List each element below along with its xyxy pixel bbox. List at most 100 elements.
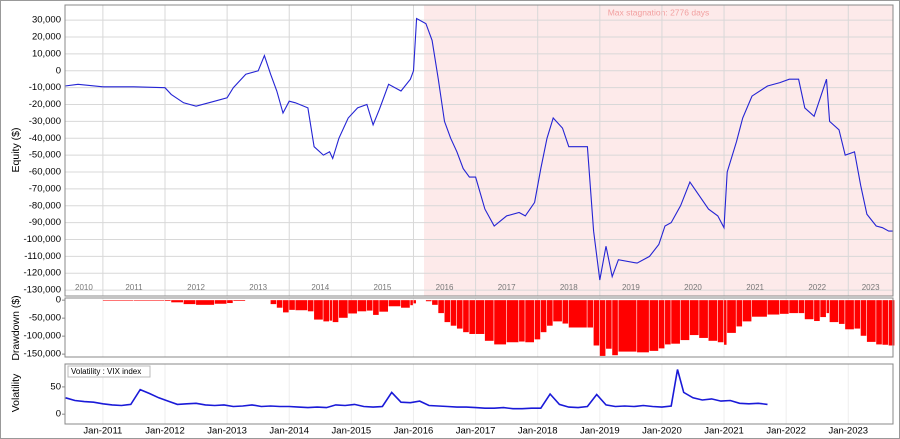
legend-box <box>67 365 151 378</box>
panel-frame <box>64 297 894 358</box>
drawdown-bar <box>727 300 736 333</box>
drawdown-bar <box>751 300 767 317</box>
drawdown-bar <box>233 300 246 301</box>
drawdown-bar <box>742 300 752 322</box>
y-tick-label: -20,000 <box>29 99 61 110</box>
drawdown-bar <box>379 300 389 312</box>
drawdown-bar <box>214 300 227 304</box>
drawdown-bar <box>893 300 895 346</box>
drawdown-bar <box>593 300 600 346</box>
legend-label: Volatility : VIX index <box>71 367 141 376</box>
drawdown-bar <box>307 300 314 312</box>
year-label: 2020 <box>684 283 702 292</box>
drawdown-bar <box>820 300 826 318</box>
x-tick-label: Jan-2011 <box>83 426 122 437</box>
drawdown-bar <box>587 300 594 328</box>
data-line <box>65 369 768 410</box>
drawdown-bar <box>829 300 839 323</box>
drawdown-bar <box>295 300 308 311</box>
drawdown-bar <box>717 300 724 343</box>
year-label: 2015 <box>374 283 392 292</box>
y-tick-label: -80,000 <box>29 200 61 211</box>
x-tick-label: Jan-2023 <box>828 426 868 437</box>
year-label: 2022 <box>808 283 826 292</box>
drawdown-bar <box>814 300 820 322</box>
drawdown-bar <box>568 300 587 328</box>
y-tick-label: 0 <box>56 409 61 420</box>
drawdown-bar <box>332 300 339 323</box>
x-tick-label: Jan-2013 <box>207 426 247 437</box>
year-label: 2023 <box>862 283 880 292</box>
y-tick-label: 0 <box>56 295 61 306</box>
drawdown-bar <box>475 300 485 334</box>
drawdown-bar <box>413 300 416 304</box>
drawdown-bar <box>547 300 553 326</box>
drawdown-bar <box>484 300 494 341</box>
drawdown-bar <box>283 300 289 313</box>
drawdown-bar <box>671 300 680 344</box>
drawdown-bar <box>519 300 525 342</box>
drawdown-bar <box>708 300 718 341</box>
drawdown-bar <box>444 300 451 323</box>
y-tick-label: -50,000 <box>29 150 61 161</box>
drawdown-bar <box>329 300 333 321</box>
drawdown-bar <box>860 300 867 336</box>
drawdown-bar <box>314 300 323 320</box>
drawdown-bar <box>699 300 708 338</box>
y-tick-label: 50 <box>50 381 61 392</box>
year-label: 2014 <box>311 283 329 292</box>
drawdown-bar <box>338 300 348 318</box>
x-tick-label: Jan-2012 <box>145 426 185 437</box>
y-axis-label: Volatility <box>10 373 22 412</box>
drawdown-bar <box>658 300 665 349</box>
y-axis-label: Drawdown ($) <box>10 295 22 360</box>
drawdown-bar <box>227 300 233 304</box>
x-tick-label: Jan-2014 <box>269 426 309 437</box>
drawdown-bar <box>323 300 330 322</box>
data-line <box>64 17 893 281</box>
drawdown-bar <box>804 300 814 320</box>
x-tick-label: Jan-2021 <box>704 426 744 437</box>
year-label: 2018 <box>560 283 578 292</box>
drawdown-bar <box>789 300 798 314</box>
drawdown-bar <box>649 300 659 351</box>
drawdown-bar <box>525 300 534 343</box>
drawdown-bar <box>553 300 562 322</box>
drawdown-bar <box>854 300 861 329</box>
drawdown-bar <box>469 300 475 334</box>
y-tick-label: -50,000 <box>29 313 61 324</box>
drawdown-bar <box>779 300 789 314</box>
y-tick-label: 0 <box>56 65 61 76</box>
drawdown-bar <box>432 300 438 305</box>
year-label: 2019 <box>622 283 640 292</box>
y-tick-label: -70,000 <box>29 183 61 194</box>
drawdown-bar <box>838 300 845 324</box>
drawdown-bar <box>534 300 541 340</box>
year-label: 2012 <box>187 283 205 292</box>
drawdown-bar <box>410 300 413 306</box>
y-tick-label: -150,000 <box>23 349 61 360</box>
y-tick-label: -60,000 <box>29 167 61 178</box>
stagnation-label: Max stagnation: 2776 days <box>608 7 710 17</box>
drawdown-bar <box>102 300 134 301</box>
drawdown-bar <box>425 300 432 302</box>
drawdown-bar <box>357 300 367 312</box>
drawdown-bar <box>826 300 830 314</box>
year-label: 2021 <box>746 283 764 292</box>
drawdown-bar <box>456 300 463 329</box>
drawdown-bar <box>888 300 893 346</box>
y-tick-label: -30,000 <box>29 116 61 127</box>
x-tick-label: Jan-2016 <box>394 426 434 437</box>
y-tick-label: -130,000 <box>23 285 61 296</box>
drawdown-bar <box>438 300 444 314</box>
drawdown-bar <box>606 300 612 349</box>
drawdown-bar <box>689 300 699 336</box>
drawdown-bar <box>540 300 547 333</box>
y-tick-label: -100,000 <box>23 331 61 342</box>
drawdown-bar <box>165 300 171 301</box>
drawdown-bar <box>348 300 357 314</box>
stagnation-region <box>424 5 893 296</box>
drawdown-bar <box>289 300 295 310</box>
y-tick-label: 10,000 <box>32 48 61 59</box>
drawdown-bar <box>450 300 457 326</box>
